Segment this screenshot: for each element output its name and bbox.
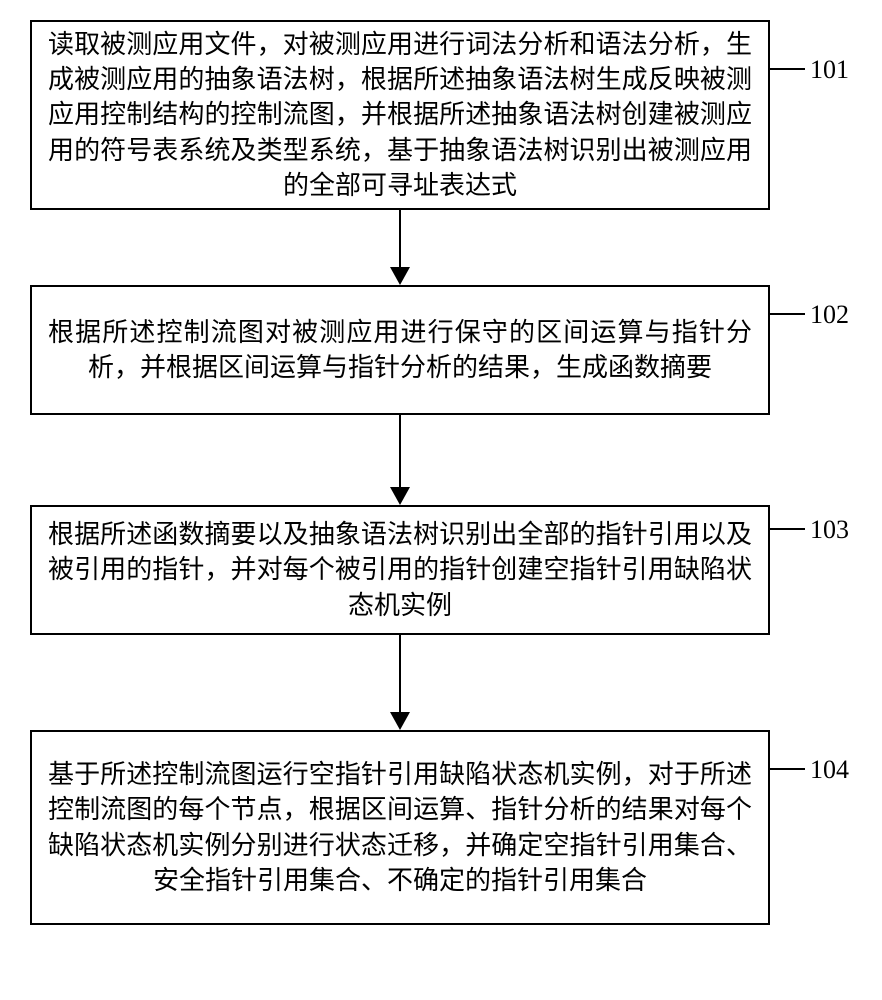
arrow-1-2 (399, 210, 401, 267)
flow-node-4: 基于所述控制流图运行空指针引用缺陷状态机实例，对于所述控制流图的每个节点，根据区… (30, 730, 770, 925)
arrow-2-3 (399, 415, 401, 487)
label-line-4 (770, 768, 805, 770)
flow-node-3-text: 根据所述函数摘要以及抽象语法树识别出全部的指针引用以及被引用的指针，并对每个被引… (48, 517, 752, 622)
flow-node-1: 读取被测应用文件，对被测应用进行词法分析和语法分析，生成被测应用的抽象语法树，根… (30, 20, 770, 210)
flow-node-2-label: 102 (810, 300, 849, 330)
arrow-head-2-3 (390, 487, 410, 505)
flow-node-2-text: 根据所述控制流图对被测应用进行保守的区间运算与指针分析，并根据区间运算与指针分析… (48, 315, 752, 385)
arrow-3-4 (399, 635, 401, 712)
flow-node-3: 根据所述函数摘要以及抽象语法树识别出全部的指针引用以及被引用的指针，并对每个被引… (30, 505, 770, 635)
label-line-2 (770, 313, 805, 315)
flow-node-4-label: 104 (810, 755, 849, 785)
flow-node-4-text: 基于所述控制流图运行空指针引用缺陷状态机实例，对于所述控制流图的每个节点，根据区… (48, 757, 752, 897)
arrow-head-1-2 (390, 267, 410, 285)
label-line-1 (770, 68, 805, 70)
flow-node-1-text: 读取被测应用文件，对被测应用进行词法分析和语法分析，生成被测应用的抽象语法树，根… (48, 27, 752, 202)
label-line-3 (770, 528, 805, 530)
flow-node-2: 根据所述控制流图对被测应用进行保守的区间运算与指针分析，并根据区间运算与指针分析… (30, 285, 770, 415)
arrow-head-3-4 (390, 712, 410, 730)
flow-node-3-label: 103 (810, 515, 849, 545)
flow-node-1-label: 101 (810, 55, 849, 85)
flowchart-container: 读取被测应用文件，对被测应用进行词法分析和语法分析，生成被测应用的抽象语法树，根… (0, 0, 882, 1000)
